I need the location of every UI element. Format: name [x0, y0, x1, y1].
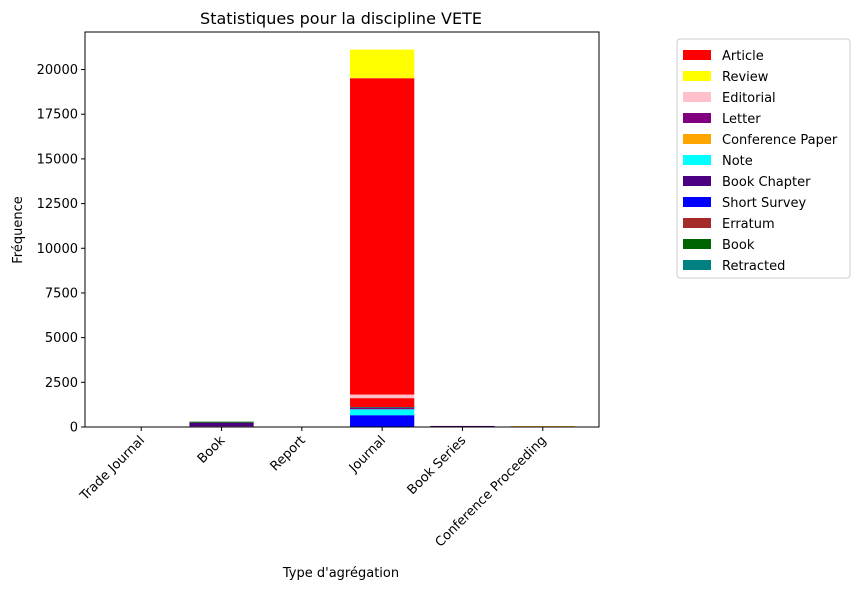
- bar-segment-4-3: [430, 425, 495, 427]
- bar-segment-3-10: [350, 78, 415, 395]
- legend-label-6: Book Chapter: [722, 175, 811, 190]
- y-tick-label-7: 17500: [37, 108, 78, 123]
- legend-swatch-10: [683, 260, 711, 270]
- legend-label-2: Editorial: [722, 91, 776, 106]
- legend-label-4: Conference Paper: [722, 133, 838, 148]
- legend-swatch-9: [683, 239, 711, 249]
- x-tick-label-2: Report: [268, 433, 309, 474]
- legend-swatch-0: [683, 50, 711, 60]
- legend-swatch-8: [683, 218, 711, 228]
- y-tick-label-5: 12500: [37, 197, 78, 212]
- bar-segment-3-7: [350, 407, 415, 408]
- legend-swatch-5: [683, 155, 711, 165]
- x-tick-label-3: Journal: [346, 433, 389, 476]
- bar-segment-3-2: [350, 407, 415, 410]
- legend-swatch-7: [683, 197, 711, 207]
- legend-label-8: Erratum: [722, 217, 775, 232]
- chart-title: Statistiques pour la discipline VETE: [200, 9, 482, 28]
- x-axis-label: Type d'agrégation: [282, 566, 399, 581]
- legend-swatch-3: [683, 113, 711, 123]
- y-axis: 0 2500 5000 7500 10000 12500 15000 17500 20000: [37, 63, 85, 436]
- legend-swatch-1: [683, 71, 711, 81]
- bar-segment-3-9: [350, 394, 415, 399]
- legend-swatch-4: [683, 134, 711, 144]
- y-tick-label-0: 0: [70, 421, 78, 436]
- legend-swatch-6: [683, 176, 711, 186]
- y-tick-label-2: 5000: [45, 331, 78, 346]
- legend-box: [676, 38, 851, 279]
- legend-label-10: Retracted: [722, 259, 785, 274]
- bar-segment-3-8: [350, 398, 415, 408]
- legend-label-3: Letter: [722, 112, 761, 127]
- legend-swatch-2: [683, 92, 711, 102]
- y-axis-label: Fréquence: [11, 196, 26, 263]
- x-tick-label-4: Book Series: [405, 433, 470, 498]
- x-tick-label-1: Book: [195, 433, 229, 467]
- legend: Article Review Editorial Letter Conference P…: [676, 38, 851, 279]
- bar-segment-3-0: [350, 415, 415, 427]
- y-tick-label-1: 2500: [45, 376, 78, 391]
- bar-segment-1-4: [189, 421, 254, 423]
- legend-label-9: Book: [722, 238, 755, 253]
- x-tick-label-0: Trade Journal: [77, 433, 148, 504]
- x-axis: Trade Journal Book Report Journal Book Serie…: [77, 427, 550, 550]
- legend-label-1: Review: [722, 70, 769, 85]
- bar-segment-1-3: [189, 422, 254, 427]
- legend-label-0: Article: [722, 49, 764, 64]
- legend-label-5: Note: [722, 154, 753, 169]
- y-tick-label-3: 7500: [45, 286, 78, 301]
- y-tick-label-6: 15000: [37, 152, 78, 167]
- y-tick-label-8: 20000: [37, 63, 78, 78]
- bar-segment-3-11: [350, 49, 415, 79]
- bars-group: [189, 49, 575, 428]
- legend-label-7: Short Survey: [722, 196, 807, 211]
- plot-frame: [84, 31, 600, 428]
- y-tick-label-4: 10000: [37, 242, 78, 257]
- bar-segment-3-1: [350, 409, 415, 416]
